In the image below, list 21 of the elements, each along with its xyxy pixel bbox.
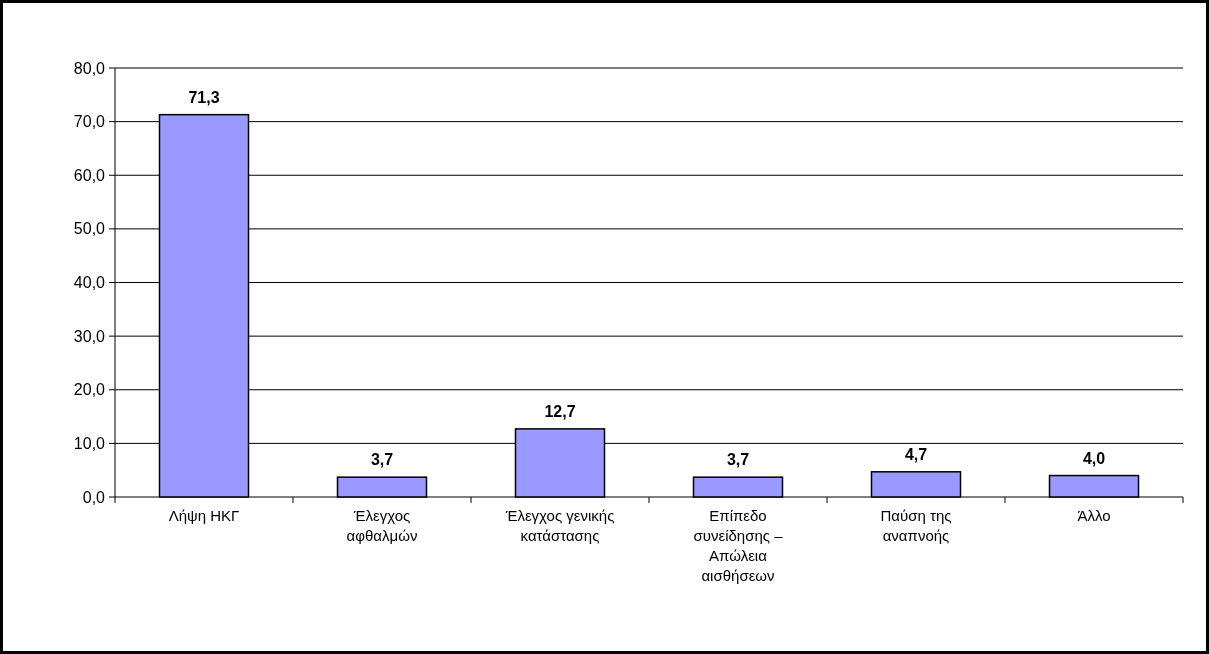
x-tick-label: Επίπεδο συνείδησης – Απώλεια αισθήσεων — [693, 507, 784, 584]
data-label: 4,7 — [904, 445, 928, 463]
y-tick-label: 80,0 — [73, 59, 106, 77]
y-tick-label: 70,0 — [73, 113, 106, 131]
y-tick-label: 10,0 — [73, 434, 106, 452]
data-label: 71,3 — [188, 88, 220, 106]
y-tick-label: 0,0 — [82, 488, 106, 506]
y-tick-label: 60,0 — [73, 166, 106, 184]
data-label: 3,7 — [370, 451, 394, 469]
data-label: 3,7 — [726, 451, 750, 469]
x-tick-label: Άλλο — [1077, 507, 1111, 524]
y-tick-label: 30,0 — [73, 327, 106, 345]
y-tick-label: 40,0 — [73, 274, 106, 292]
data-label: 4,0 — [1082, 449, 1106, 467]
x-tick-label: Έλεγχος γενικής κατάστασης — [504, 507, 615, 544]
x-tick-label: Έλεγχος αφθαλμών — [346, 507, 418, 544]
y-tick-label: 20,0 — [73, 381, 106, 399]
y-tick-label: 50,0 — [73, 220, 106, 238]
x-tick-label: Λήψη ΗΚΓ — [168, 507, 240, 524]
data-label: 12,7 — [544, 402, 576, 420]
x-tick-label: Παύση της αναπνοής — [880, 507, 952, 544]
